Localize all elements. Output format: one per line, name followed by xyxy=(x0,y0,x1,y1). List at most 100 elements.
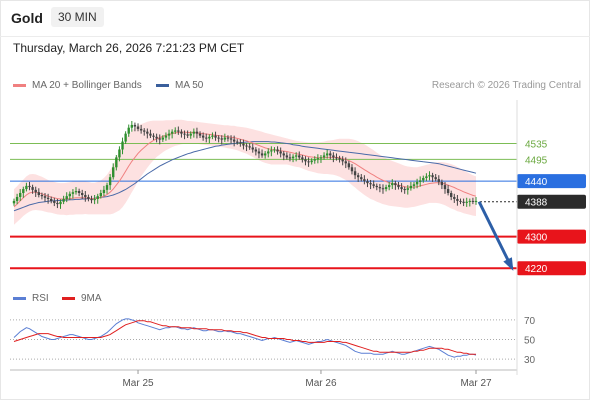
candle-body-41 xyxy=(139,128,143,131)
chart-datetime: Thursday, March 26, 2026 7:21:23 PM CET xyxy=(13,41,245,55)
candle-body-117 xyxy=(375,185,378,188)
candle-body-57 xyxy=(189,133,192,136)
candle-body-40 xyxy=(136,126,140,129)
level-tag-label-4440: 4440 xyxy=(525,177,548,188)
candle-body-30 xyxy=(105,185,109,190)
candle-body-36 xyxy=(124,133,127,142)
candle-body-125 xyxy=(400,187,403,190)
candle-body-81 xyxy=(263,153,267,156)
candle-body-4 xyxy=(25,185,28,190)
ma50-legend-swatch xyxy=(156,84,169,87)
candle-body-3 xyxy=(22,189,25,194)
candle-body-82 xyxy=(267,151,270,154)
candle-body-44 xyxy=(149,133,152,136)
candle-body-50 xyxy=(167,133,171,136)
candle-body-62 xyxy=(205,137,208,139)
candle-body-54 xyxy=(180,131,183,134)
candle-body-61 xyxy=(201,135,205,138)
candle-body-88 xyxy=(285,155,289,158)
candle-body-12 xyxy=(50,198,53,201)
rsi-lines-layer xyxy=(13,318,477,358)
timeframe-badge[interactable]: 30 MIN xyxy=(51,7,104,27)
candle-body-107 xyxy=(344,161,347,164)
candle-body-130 xyxy=(415,181,419,185)
candle-body-78 xyxy=(254,149,258,152)
level-tag-4388 xyxy=(517,194,586,209)
forecast-arrow-shaft xyxy=(477,201,514,269)
level-label-4535: 4535 xyxy=(525,140,548,151)
candle-body-34 xyxy=(118,149,121,158)
candle-body-85 xyxy=(276,149,279,152)
candle-body-48 xyxy=(161,137,165,140)
candle-body-1 xyxy=(15,196,19,201)
candle-body-27 xyxy=(96,196,99,199)
rsi-tick-50: 50 xyxy=(524,335,536,346)
candle-body-7 xyxy=(34,189,37,193)
candle-body-120 xyxy=(384,187,388,190)
candle-body-13 xyxy=(53,200,56,203)
bollinger-band xyxy=(14,119,476,225)
candle-body-137 xyxy=(437,179,440,182)
legend-item-ma50: MA 50 xyxy=(156,80,203,91)
candle-body-16 xyxy=(62,198,65,202)
candle-body-145 xyxy=(462,201,465,203)
ma20-legend-swatch xyxy=(13,84,26,87)
candle-body-119 xyxy=(381,188,385,190)
x-tick-label-Mar-27: Mar 27 xyxy=(460,378,492,389)
candle-body-28 xyxy=(99,193,103,197)
rsi-legend-swatch xyxy=(13,297,26,300)
candle-body-99 xyxy=(319,157,323,159)
rsi-series-rsi xyxy=(13,318,477,358)
candle-body-79 xyxy=(257,151,261,154)
candle-body-86 xyxy=(279,151,282,154)
x-axis: Mar 25 Mar 26 Mar 27 xyxy=(10,100,518,389)
candle-body-69 xyxy=(226,137,230,139)
candles-layer xyxy=(12,120,478,209)
candle-body-9 xyxy=(40,195,44,197)
candle-body-100 xyxy=(322,155,326,158)
candle-body-26 xyxy=(93,198,96,201)
candle-body-112 xyxy=(360,177,363,180)
candle-body-141 xyxy=(449,193,453,197)
candle-body-21 xyxy=(77,191,81,194)
candle-body-52 xyxy=(174,130,177,132)
candle-body-70 xyxy=(229,138,233,140)
forecast-arrow-layer xyxy=(477,201,514,271)
level-tag-4300 xyxy=(517,229,586,244)
candle-body-22 xyxy=(81,193,84,195)
candle-body-14 xyxy=(56,202,59,205)
candle-body-68 xyxy=(223,137,227,140)
candle-body-127 xyxy=(406,188,409,190)
candle-body-111 xyxy=(356,175,360,178)
candle-body-20 xyxy=(74,191,78,193)
candle-body-105 xyxy=(338,158,341,160)
level-tag-label-4300: 4300 xyxy=(525,233,548,244)
candle-body-110 xyxy=(353,171,357,176)
x-tick-label-Mar-25: Mar 25 xyxy=(122,378,154,389)
legend-item-ma20: MA 20 + Bollinger Bands xyxy=(13,80,142,91)
candle-body-37 xyxy=(127,127,130,134)
candle-body-89 xyxy=(288,157,292,159)
legend-item-rsi: RSI xyxy=(13,293,49,304)
candle-body-108 xyxy=(347,163,351,168)
candle-body-76 xyxy=(248,146,251,148)
candle-body-38 xyxy=(130,124,134,128)
candle-body-55 xyxy=(183,133,186,135)
candle-body-59 xyxy=(195,131,199,134)
candle-body-53 xyxy=(177,130,180,132)
candle-body-146 xyxy=(465,201,468,203)
level-tag-4220 xyxy=(517,261,586,276)
candle-body-139 xyxy=(443,185,447,190)
candle-body-118 xyxy=(378,187,382,189)
candle-body-140 xyxy=(446,189,450,194)
candle-body-24 xyxy=(87,196,90,199)
ma9-legend-swatch xyxy=(62,297,75,300)
level-tag-label-4220: 4220 xyxy=(525,264,548,275)
candle-body-128 xyxy=(409,185,413,189)
candle-body-129 xyxy=(412,184,416,186)
candle-body-17 xyxy=(65,196,68,199)
candle-body-51 xyxy=(170,131,174,134)
candle-body-84 xyxy=(273,149,276,151)
candle-body-11 xyxy=(46,197,50,199)
ma20-legend-label: MA 20 + Bollinger Bands xyxy=(32,80,142,91)
